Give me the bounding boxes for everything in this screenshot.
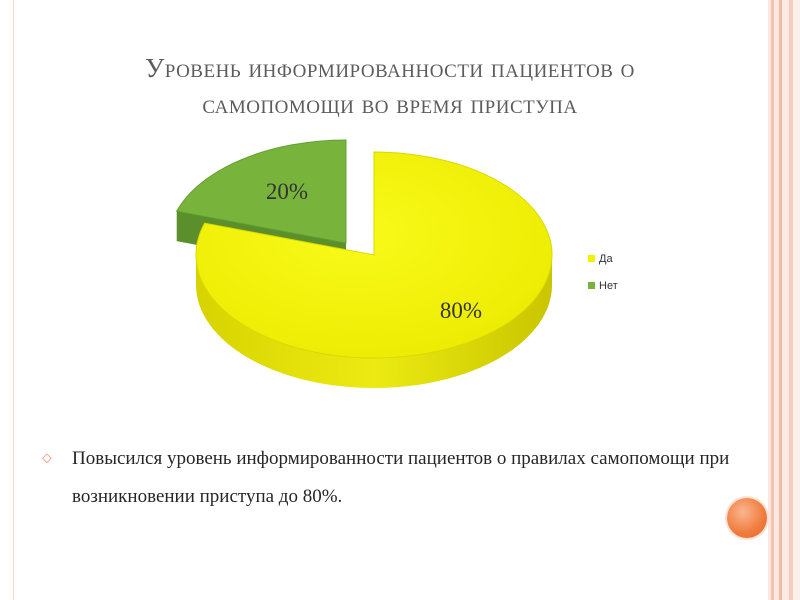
decorative-stripes bbox=[768, 0, 800, 600]
legend-swatch-yes bbox=[588, 255, 595, 262]
data-label-no: 20% bbox=[266, 179, 308, 204]
legend-label-no: Нет bbox=[599, 280, 618, 292]
bullet-paragraph: ⬦ Повысился уровень информированности па… bbox=[42, 440, 734, 516]
decorative-circle-icon bbox=[727, 498, 767, 538]
bullet-text: Повысился уровень информированности паци… bbox=[72, 448, 730, 507]
bullet-icon: ⬦ bbox=[42, 451, 52, 466]
slice-top-yes bbox=[195, 151, 553, 359]
slide-title: Уровень информированности пациентов о са… bbox=[40, 50, 740, 122]
slice-top-no bbox=[175, 139, 347, 244]
slide-title-line-1: Уровень информированности пациентов о bbox=[145, 53, 635, 83]
legend-label-yes: Да bbox=[599, 253, 613, 265]
slice-side-yes-outer bbox=[196, 255, 552, 388]
data-label-yes: 80% bbox=[440, 298, 482, 323]
slide-title-line-2: самопомощи во время приступа bbox=[202, 89, 578, 119]
legend-swatch-no bbox=[588, 282, 595, 289]
